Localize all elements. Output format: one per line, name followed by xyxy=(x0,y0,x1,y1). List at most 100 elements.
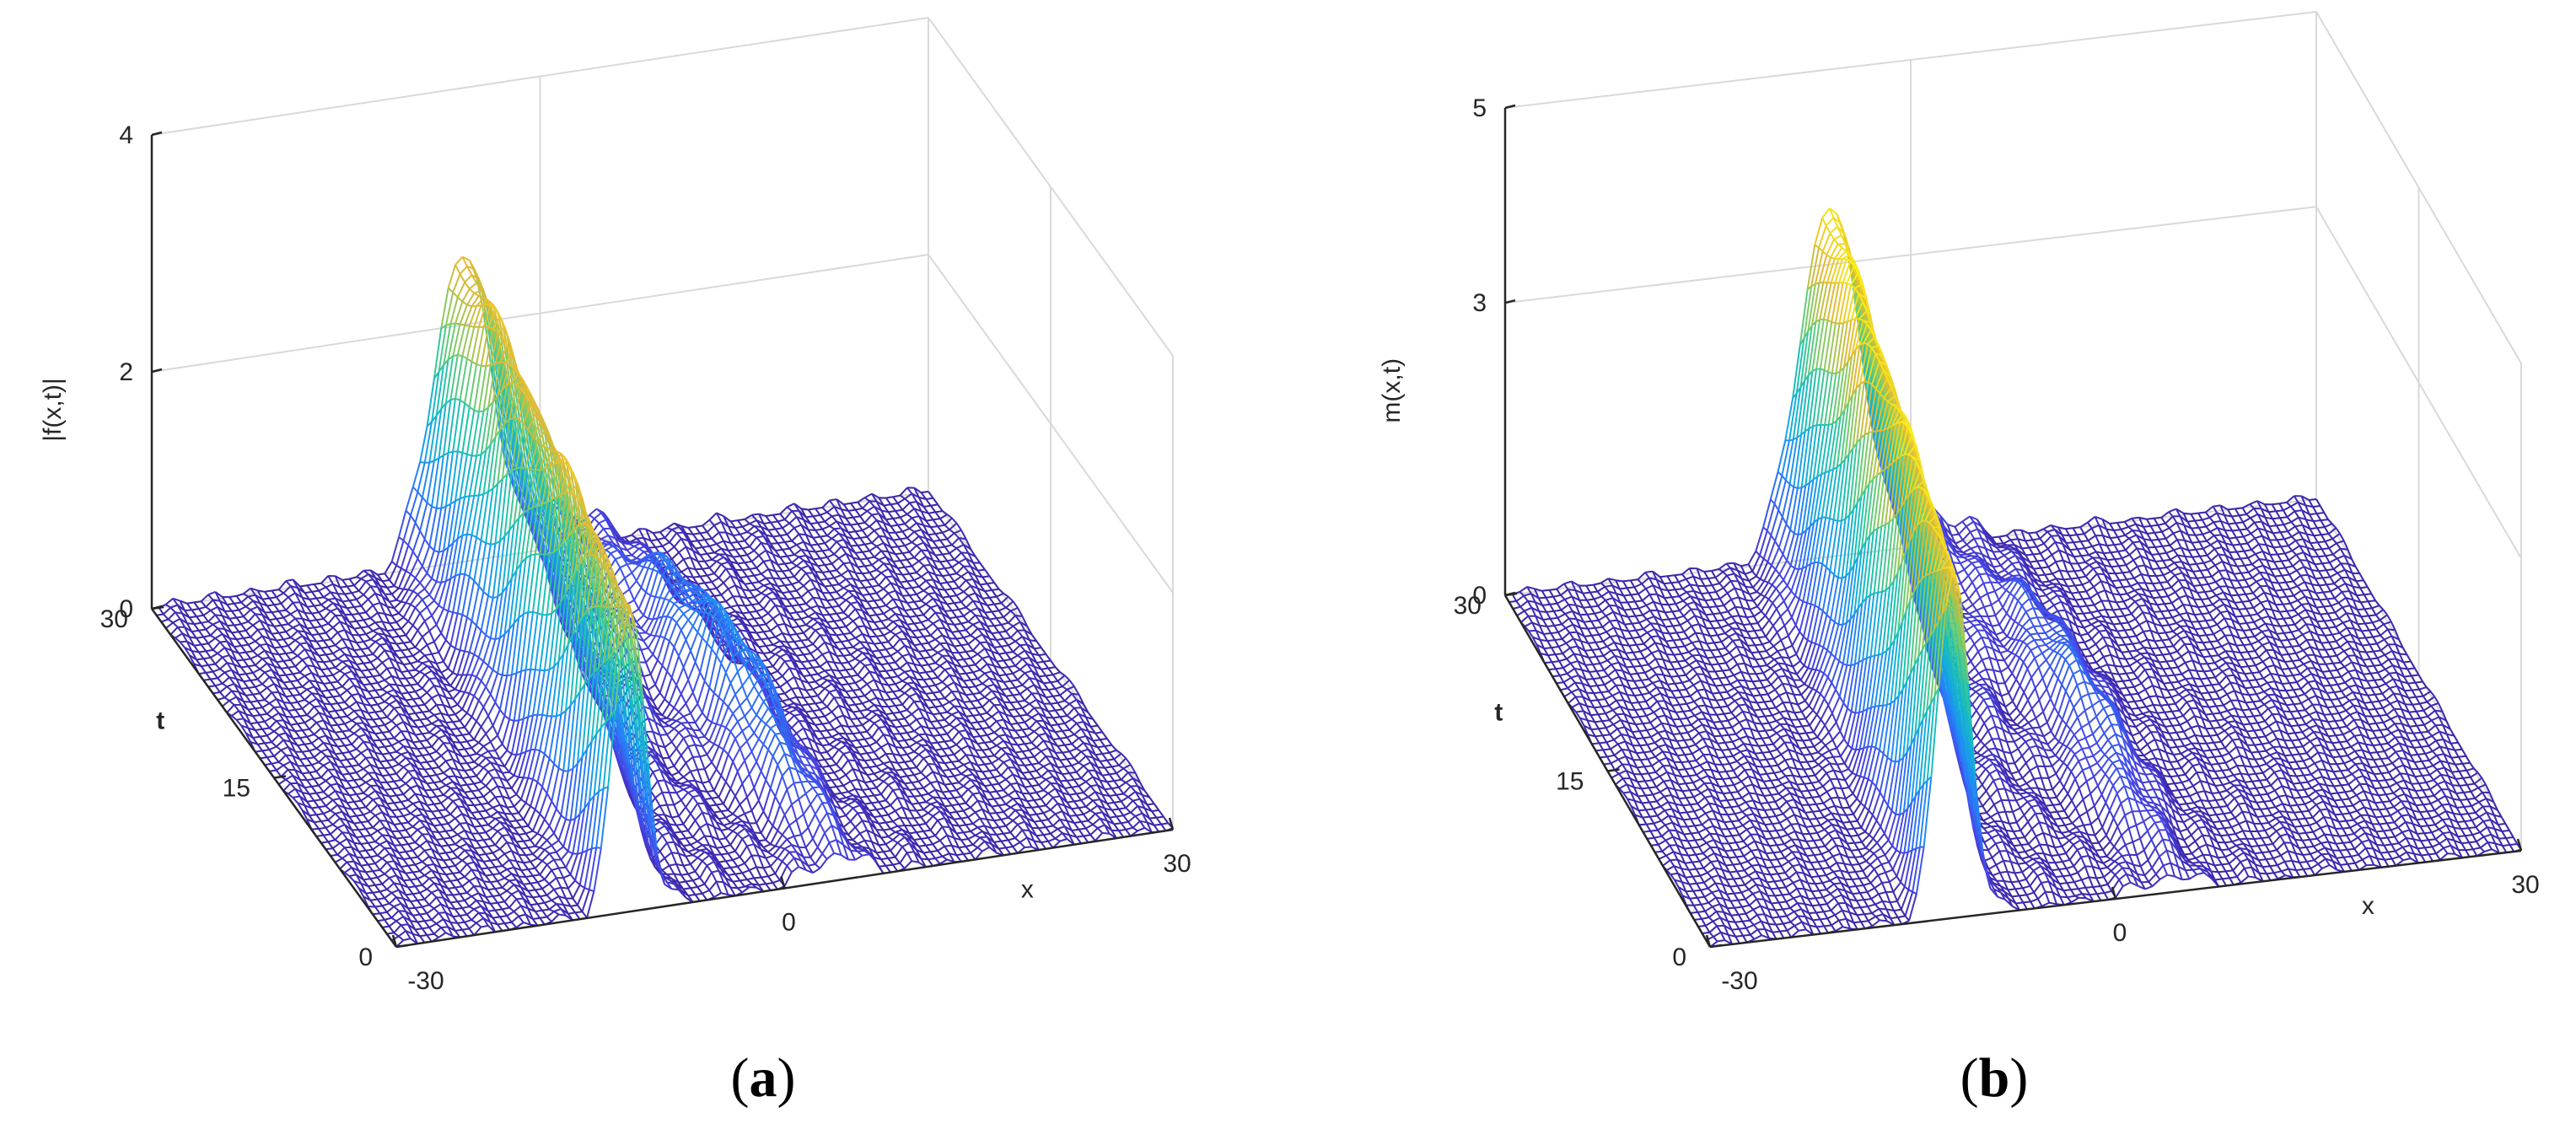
mesh-line xyxy=(425,578,432,589)
mesh-line xyxy=(750,569,755,576)
mesh-line xyxy=(928,492,933,498)
mesh-line xyxy=(357,642,362,649)
mesh-line xyxy=(420,531,425,540)
mesh-line xyxy=(244,660,249,667)
mesh-line xyxy=(295,640,300,643)
mesh-line xyxy=(813,515,820,516)
mesh-line xyxy=(227,684,234,686)
mesh-line xyxy=(375,637,382,642)
mesh-line xyxy=(777,565,782,572)
mesh-line xyxy=(712,560,717,562)
mesh-line xyxy=(750,520,756,524)
mesh-line xyxy=(869,546,876,551)
mesh-line xyxy=(844,562,851,563)
mesh-line xyxy=(425,507,432,540)
mesh-line xyxy=(241,597,248,603)
mesh-line xyxy=(738,541,745,542)
mesh-line xyxy=(237,616,244,617)
mesh-line xyxy=(717,557,723,562)
mesh-line xyxy=(170,608,175,613)
mesh-line xyxy=(712,578,718,582)
mesh-line xyxy=(270,599,275,605)
mesh-line xyxy=(368,642,375,648)
mesh-line xyxy=(196,638,202,645)
mesh-line xyxy=(788,555,794,556)
mesh-line xyxy=(676,533,681,539)
mesh-line xyxy=(361,649,366,656)
mesh-line xyxy=(655,546,662,547)
mesh-line xyxy=(220,669,225,672)
mesh-line xyxy=(752,556,759,562)
mesh-line xyxy=(820,579,827,580)
mesh-line xyxy=(462,356,467,358)
mesh-line xyxy=(253,626,258,630)
mesh-line xyxy=(455,399,460,401)
mesh-line xyxy=(945,525,950,530)
mesh-line xyxy=(345,594,350,601)
mesh-line xyxy=(333,621,340,627)
mesh-line xyxy=(413,531,420,551)
mesh-line xyxy=(164,608,170,615)
mesh-line xyxy=(406,636,411,642)
mesh-line xyxy=(869,570,876,573)
mesh-line xyxy=(599,523,604,529)
mesh-line xyxy=(394,602,401,609)
mesh-line xyxy=(877,570,882,573)
mesh-line xyxy=(366,634,371,639)
mesh-line xyxy=(788,577,794,578)
mesh-line xyxy=(869,527,874,531)
mesh-line xyxy=(324,639,331,640)
mesh-line xyxy=(754,551,759,556)
mesh-line xyxy=(277,641,282,648)
mesh-line xyxy=(324,662,329,669)
mesh-line xyxy=(907,514,912,518)
mesh-line xyxy=(818,545,823,551)
mesh-line xyxy=(745,583,751,584)
mesh-line xyxy=(175,633,182,637)
mesh-line xyxy=(352,615,357,621)
mesh-line xyxy=(274,626,279,633)
mesh-line xyxy=(681,572,686,576)
mesh-line xyxy=(211,658,216,664)
mesh-line xyxy=(610,550,617,553)
figure: 02401530-30030xt|f(x,t)|(a) 03501530-300… xyxy=(0,0,2576,1129)
mesh-line xyxy=(331,639,336,645)
mesh-line xyxy=(707,553,714,554)
mesh-line xyxy=(842,570,848,575)
mesh-line xyxy=(373,631,378,633)
mesh-line xyxy=(777,522,782,529)
mesh-line xyxy=(366,582,371,587)
mesh-line xyxy=(907,557,914,560)
mesh-line xyxy=(752,535,757,538)
mesh-line xyxy=(782,572,788,578)
mesh-line xyxy=(399,603,406,614)
mesh-line xyxy=(589,515,594,519)
mesh-line xyxy=(717,544,722,549)
mesh-line xyxy=(324,661,331,662)
mesh-line xyxy=(834,529,839,533)
mesh-line xyxy=(460,324,465,325)
mesh-line xyxy=(283,614,290,617)
mesh-line xyxy=(229,597,234,604)
mesh-line xyxy=(438,640,445,653)
mesh-line xyxy=(931,526,938,527)
mesh-line xyxy=(952,545,957,548)
mesh-line xyxy=(432,578,437,582)
mesh-line xyxy=(315,584,320,591)
mesh-line xyxy=(756,537,761,542)
mesh-line xyxy=(834,578,839,584)
mesh-line xyxy=(321,669,326,676)
mesh-line xyxy=(291,614,296,618)
mesh-line xyxy=(792,557,799,563)
mesh-line xyxy=(827,599,834,600)
mesh-line xyxy=(759,582,764,585)
mesh-line xyxy=(215,685,220,692)
mesh-line xyxy=(282,624,288,625)
mesh-line xyxy=(328,624,333,628)
mesh-line xyxy=(750,546,755,551)
mesh-line xyxy=(234,646,241,647)
mesh-line xyxy=(282,646,288,647)
mesh-line xyxy=(408,649,413,656)
mesh-line xyxy=(432,616,437,625)
mesh-line xyxy=(827,557,832,564)
